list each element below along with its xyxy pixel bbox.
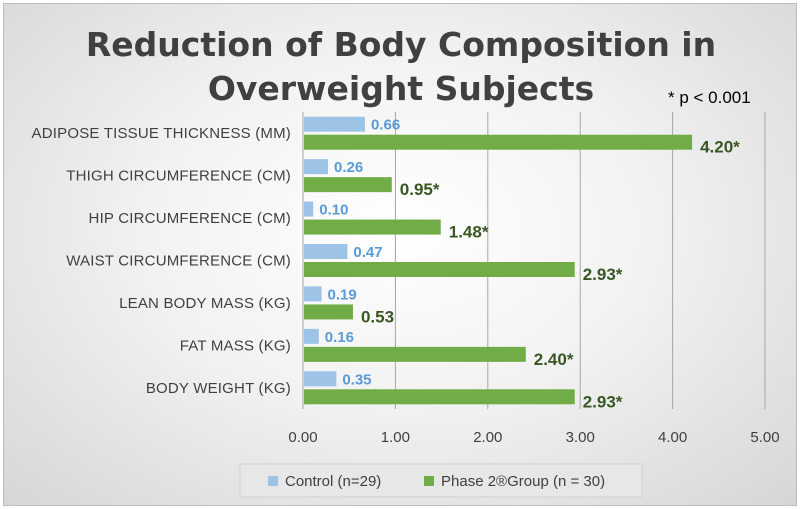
x-tick-label: 2.00: [473, 429, 502, 446]
x-tick-label: 4.00: [658, 429, 687, 446]
category-label: FAT MASS (KG): [180, 337, 291, 354]
x-tick-label: 3.00: [566, 429, 595, 446]
bar-chart: Reduction of Body Composition in Overwei…: [32, 25, 780, 498]
data-label-control: 0.26: [334, 159, 363, 176]
bar-control: [304, 244, 348, 259]
category-label: LEAN BODY MASS (KG): [119, 295, 291, 312]
bar-control: [304, 159, 329, 175]
data-label-phase2: 0.53: [361, 307, 394, 326]
data-label-phase2: 2.93*: [583, 265, 623, 284]
data-label-phase2: 1.48*: [449, 223, 489, 242]
bar-control: [304, 328, 319, 344]
chart-title-line-2: Overweight Subjects: [208, 69, 594, 108]
x-tick-label: 5.00: [750, 429, 779, 446]
legend-swatch-control: [268, 476, 278, 486]
legend-label-control: Control (n=29): [285, 473, 381, 490]
category-label: BODY WEIGHT (KG): [146, 380, 291, 397]
bar-control: [304, 201, 314, 217]
bar-phase2: [304, 346, 526, 362]
bar-phase2: [304, 304, 353, 320]
significance-note: * p < 0.001: [668, 88, 751, 107]
x-tick-label: 1.00: [381, 429, 410, 446]
legend-label-phase2: Phase 2®Group (n = 30): [441, 473, 605, 490]
bar-control: [304, 116, 365, 132]
bar-phase2: [304, 177, 392, 193]
bar-phase2: [304, 262, 575, 277]
bar-control: [304, 286, 322, 302]
data-label-phase2: 2.93*: [583, 392, 623, 411]
bar-control: [304, 371, 337, 387]
legend-swatch-phase2: [424, 476, 434, 486]
x-tick-label: 0.00: [288, 429, 317, 446]
chart-frame: Reduction of Body Composition in Overwei…: [3, 3, 797, 506]
category-label: WAIST CIRCUMFERENCE (CM): [66, 253, 291, 270]
data-label-phase2: 4.20*: [700, 138, 740, 157]
data-label-control: 0.66: [371, 117, 400, 134]
data-label-control: 0.16: [325, 329, 354, 346]
category-label: THIGH CIRCUMFERENCE (CM): [66, 168, 291, 185]
category-label: HIP CIRCUMFERENCE (CM): [89, 210, 291, 227]
legend-box: [239, 463, 643, 498]
data-label-phase2: 0.95*: [400, 180, 440, 199]
bar-phase2: [304, 219, 441, 235]
data-label-control: 0.19: [328, 286, 357, 303]
data-label-control: 0.35: [342, 371, 371, 388]
data-label-phase2: 2.40*: [534, 350, 574, 369]
data-label-control: 0.47: [353, 244, 382, 261]
category-label: ADIPOSE TISSUE THICKNESS (MM): [32, 125, 291, 142]
bar-phase2: [304, 389, 575, 405]
bar-phase2: [304, 134, 693, 150]
data-label-control: 0.10: [319, 202, 348, 219]
chart-title-line-1: Reduction of Body Composition in: [86, 25, 716, 64]
